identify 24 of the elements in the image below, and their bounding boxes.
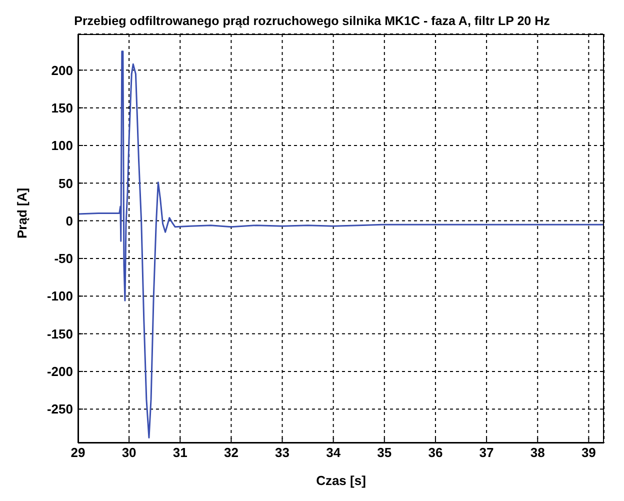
y-tick-label: 50 xyxy=(58,176,73,191)
y-tick-label: -200 xyxy=(46,364,73,380)
x-tick-label: 31 xyxy=(172,445,188,460)
x-tick-label: 30 xyxy=(122,445,136,460)
x-tick-label: 38 xyxy=(530,445,545,460)
y-tick-label: -100 xyxy=(46,288,73,304)
y-axis-title: Prąd [A] xyxy=(14,188,30,238)
x-tick-label: 36 xyxy=(428,445,443,460)
x-axis-title: Czas [s] xyxy=(316,473,366,488)
x-tick-label: 37 xyxy=(479,445,494,460)
chart-title: Przebieg odfiltrowanego prąd rozruchowego silnika MK1C - faza A, filtr LP 20 Hz xyxy=(73,14,551,28)
x-tick-label: 32 xyxy=(224,445,238,460)
y-tick-label: -150 xyxy=(46,326,73,342)
y-tick-label: 100 xyxy=(51,138,73,154)
y-tick-label: -250 xyxy=(46,402,73,417)
x-tick-label: 34 xyxy=(326,445,342,460)
y-tick-label: 0 xyxy=(66,213,73,228)
y-tick-label: 150 xyxy=(51,100,73,116)
y-tick-label: -50 xyxy=(54,251,73,266)
x-tick-label: 33 xyxy=(275,445,290,460)
y-tick-label: 200 xyxy=(51,62,73,78)
x-tick-label: 29 xyxy=(70,445,86,460)
x-tick-label: 35 xyxy=(377,445,392,460)
x-tick-label: 39 xyxy=(581,445,596,460)
